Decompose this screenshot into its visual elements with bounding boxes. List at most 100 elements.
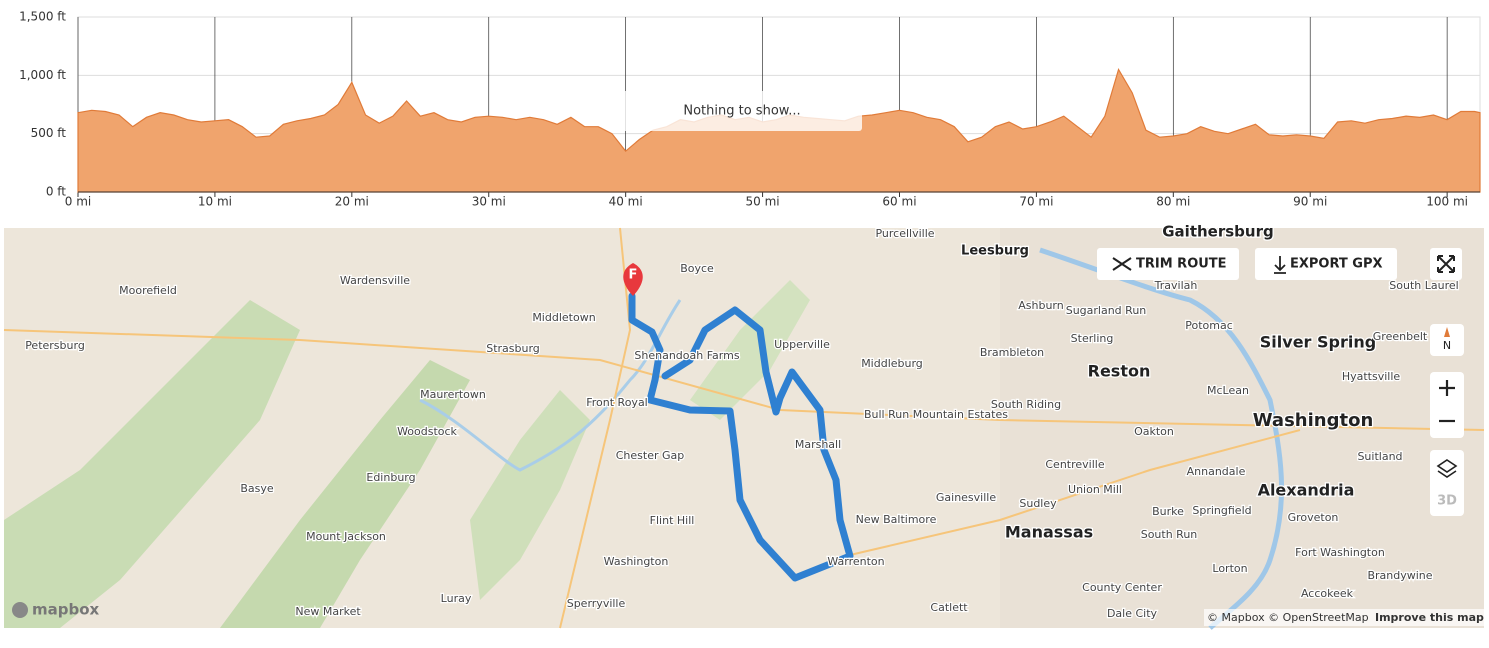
place-label: Middletown xyxy=(532,311,595,324)
place-label: Shenandoah Farms xyxy=(634,349,739,362)
marker-label: F xyxy=(629,268,638,283)
route xyxy=(628,292,854,582)
y-tick-label: 0 ft xyxy=(46,185,66,199)
place-label: Brandywine xyxy=(1367,569,1432,582)
place-label: Oakton xyxy=(1134,425,1174,438)
place-label: McLean xyxy=(1207,384,1249,397)
attribution: © Mapbox © OpenStreetMap xyxy=(1207,611,1369,624)
place-label: Springfield xyxy=(1192,504,1251,517)
place-label: New Baltimore xyxy=(856,513,937,526)
three-d-button[interactable]: 3D xyxy=(1437,494,1457,509)
place-label: Greenbelt xyxy=(1373,330,1428,343)
place-label: Travilah xyxy=(1154,279,1198,292)
place-label: Sperryville xyxy=(567,597,626,610)
x-tick-label: 20 mi xyxy=(335,195,369,209)
place-label: Warrenton xyxy=(827,555,884,568)
finish-marker xyxy=(623,263,643,296)
place-label: Alexandria xyxy=(1258,481,1355,500)
terrain xyxy=(470,390,590,600)
place-label: Ashburn xyxy=(1018,299,1064,312)
compass-button[interactable] xyxy=(1430,324,1464,356)
place-label: Washington xyxy=(604,555,669,568)
place-label: Purcellville xyxy=(875,227,934,240)
y-tick-label: 1,000 ft xyxy=(19,68,66,82)
road xyxy=(849,429,1301,556)
place-label: South Riding xyxy=(991,398,1061,411)
place-label: Woodstock xyxy=(397,425,457,438)
place-label: Dale City xyxy=(1107,607,1158,620)
place-label: Union Mill xyxy=(1068,483,1122,496)
place-label: South Run xyxy=(1141,528,1198,541)
place-label: Wardensville xyxy=(340,274,410,287)
x-tick-label: 80 mi xyxy=(1156,195,1190,209)
attribution-bg xyxy=(1204,609,1484,626)
place-label: Bull Run Mountain Estates xyxy=(864,408,1008,421)
x-tick-label: 40 mi xyxy=(609,195,643,209)
place-label: Groveton xyxy=(1288,511,1339,524)
trim-button[interactable] xyxy=(1097,248,1239,280)
place-label: Marshall xyxy=(795,438,841,451)
place-label: Sterling xyxy=(1071,332,1114,345)
map: F Moorefield Wardensville Petersburg Strasb… xyxy=(3,221,1485,630)
place-label: Manassas xyxy=(1005,523,1093,542)
place-label: Lorton xyxy=(1212,562,1247,575)
place-label: Sugarland Run xyxy=(1066,304,1147,317)
x-tick-label: 50 mi xyxy=(746,195,780,209)
place-label: Leesburg xyxy=(961,244,1029,259)
place-label: Edinburg xyxy=(366,471,415,484)
place-label: Upperville xyxy=(774,338,830,351)
place-label: Accokeek xyxy=(1301,587,1354,600)
place-label: Reston xyxy=(1088,362,1151,381)
layers-button[interactable] xyxy=(1436,459,1458,478)
place-label: County Center xyxy=(1082,581,1162,594)
place-label: Chester Gap xyxy=(616,449,685,462)
y-tick-label: 1,500 ft xyxy=(19,10,66,24)
improve-link[interactable]: Improve this map xyxy=(1375,611,1484,624)
compass-label[interactable]: N xyxy=(1443,339,1451,352)
place-label: Potomac xyxy=(1185,319,1233,332)
road xyxy=(3,329,1485,431)
zoom-controls xyxy=(1430,372,1464,438)
export-label[interactable]: EXPORT GPX xyxy=(1290,257,1383,272)
scissors-icon xyxy=(1112,257,1132,271)
empty-notice xyxy=(622,91,862,131)
place-label: Hyattsville xyxy=(1342,370,1401,383)
trim-label[interactable]: TRIM ROUTE xyxy=(1136,257,1227,272)
x-tick-label: 10 mi xyxy=(198,195,232,209)
fullscreen-icon xyxy=(1437,255,1455,273)
place-label: Mount Jackson xyxy=(306,530,386,543)
place-label: Middleburg xyxy=(861,357,923,370)
place-label: Basye xyxy=(240,482,274,495)
map-labels: Moorefield Wardensville Petersburg Strasbur… xyxy=(24,221,1460,621)
place-label: South Laurel xyxy=(1389,279,1458,292)
place-label: Moorefield xyxy=(119,284,177,297)
place-label: Petersburg xyxy=(25,339,85,352)
zoom-in[interactable] xyxy=(1439,380,1455,396)
x-tick-label: 60 mi xyxy=(882,195,916,209)
place-label: Centreville xyxy=(1045,458,1104,471)
place-label: Fort Washington xyxy=(1295,546,1385,559)
place-label: Strasburg xyxy=(486,342,540,355)
river xyxy=(1039,247,1284,630)
place-label: Gainesville xyxy=(936,491,996,504)
x-tick-label: 70 mi xyxy=(1019,195,1053,209)
download-icon xyxy=(1274,256,1286,274)
place-label: Sudley xyxy=(1019,497,1057,510)
river xyxy=(419,299,682,472)
place-label: Gaithersburg xyxy=(1162,223,1273,241)
terrain xyxy=(690,280,810,420)
place-label: Annandale xyxy=(1187,465,1246,478)
mapbox-logo-icon xyxy=(12,602,28,618)
y-tick-label: 500 ft xyxy=(31,126,67,140)
place-label: New Market xyxy=(295,605,361,618)
place-label: Silver Spring xyxy=(1260,333,1376,352)
place-label: Flint Hill xyxy=(650,514,695,527)
terrain xyxy=(4,300,300,628)
place-label: Catlett xyxy=(930,601,968,614)
place-label: Washington xyxy=(1253,410,1374,431)
place-label: Front Royal xyxy=(586,396,648,409)
place-label: Brambleton xyxy=(980,346,1044,359)
mapbox-logo: mapbox xyxy=(32,601,100,619)
export-button[interactable] xyxy=(1255,248,1397,280)
place-label: Luray xyxy=(441,592,472,605)
